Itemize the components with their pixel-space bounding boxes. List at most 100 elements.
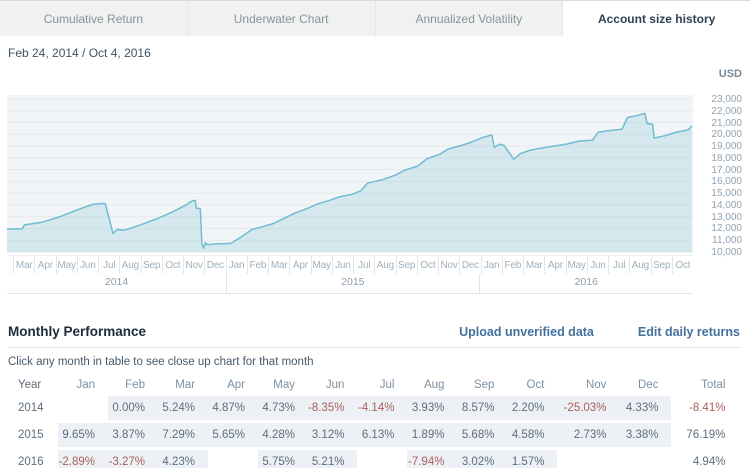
x-axis-month-label: Apr: [34, 256, 55, 274]
tab-account-size-history[interactable]: Account size history: [563, 1, 750, 36]
x-axis-month-label: Jun: [587, 256, 608, 274]
chart-plot-area: [7, 95, 693, 255]
monthly-return-cell-2014-jul[interactable]: -4.14%: [357, 396, 407, 420]
monthly-return-cell-2016-sep[interactable]: 3.02%: [457, 450, 507, 468]
monthly-return-cell-2016-apr: [208, 450, 258, 468]
tab-cumulative-return[interactable]: Cumulative Return: [0, 1, 188, 36]
x-axis-month-label: Dec: [204, 256, 225, 274]
y-tick-label: 12,000: [711, 223, 742, 234]
y-tick-label: 16,000: [711, 176, 742, 187]
year-cell: 2015: [8, 423, 58, 447]
y-tick-label: 20,000: [711, 129, 742, 140]
account-size-history-page: Cumulative Return Underwater Chart Annua…: [0, 0, 750, 468]
monthly-return-cell-2015-oct[interactable]: 4.58%: [507, 423, 557, 447]
column-header-sep: Sep: [457, 377, 507, 393]
monthly-return-cell-2015-aug[interactable]: 1.89%: [407, 423, 457, 447]
section-title: Monthly Performance: [8, 324, 459, 339]
tab-annualized-volatility[interactable]: Annualized Volatility: [376, 1, 564, 36]
monthly-return-cell-2014-apr[interactable]: 4.87%: [208, 396, 258, 420]
account-size-area-chart: [7, 95, 693, 255]
monthly-return-cell-2015-mar[interactable]: 7.29%: [158, 423, 208, 447]
monthly-return-cell-2015-sep[interactable]: 5.68%: [457, 423, 507, 447]
monthly-return-cell-2014-oct[interactable]: 2.20%: [507, 396, 557, 420]
monthly-return-cell-2016-jun[interactable]: 5.21%: [308, 450, 357, 468]
x-axis-month-label: Feb: [502, 256, 523, 274]
monthly-return-cell-2015-nov[interactable]: 2.73%: [557, 423, 619, 447]
monthly-return-cell-2016-dec: [619, 450, 671, 468]
monthly-return-cell-2016-nov: [557, 450, 619, 468]
year-cell: 2014: [8, 396, 58, 420]
y-tick-label: 15,000: [711, 188, 742, 199]
total-cell-2015: 76.19%: [671, 423, 731, 447]
monthly-return-cell-2014-nov[interactable]: -25.03%: [557, 396, 619, 420]
x-axis-month-row: MarAprMayJunJulAugSepOctNovDecJanFebMarA…: [7, 255, 693, 274]
table-row-2016: 2016-2.89%-3.27%4.23%5.75%5.21%-7.94%3.0…: [8, 450, 731, 468]
monthly-return-cell-2014-jun[interactable]: -8.35%: [308, 396, 357, 420]
column-header-nov: Nov: [557, 377, 619, 393]
x-axis-month-label: Jan: [226, 256, 247, 274]
tab-label: Cumulative Return: [44, 12, 143, 26]
column-header-jan: Jan: [58, 377, 108, 393]
date-range: Feb 24, 2014 / Oct 4, 2016: [8, 46, 750, 60]
x-axis-month-label: Nov: [438, 256, 459, 274]
monthly-return-cell-2015-may[interactable]: 4.28%: [258, 423, 308, 447]
table-row-2015: 20159.65%3.87%7.29%5.65%4.28%3.12%6.13%1…: [8, 423, 731, 447]
total-cell-2016: 4.94%: [671, 450, 731, 468]
x-axis-year-label: 2015: [226, 274, 478, 293]
monthly-return-cell-2015-jul[interactable]: 6.13%: [357, 423, 407, 447]
tab-underwater-chart[interactable]: Underwater Chart: [188, 1, 376, 36]
table-header-row: YearJanFebMarAprMayJunJulAugSepOctNovDec…: [8, 377, 731, 393]
monthly-return-cell-2015-jan[interactable]: 9.65%: [58, 423, 108, 447]
monthly-return-cell-2016-mar[interactable]: 4.23%: [158, 450, 208, 468]
monthly-return-cell-2014-sep[interactable]: 8.57%: [457, 396, 507, 420]
column-header-dec: Dec: [619, 377, 671, 393]
monthly-return-cell-2015-jun[interactable]: 3.12%: [308, 423, 357, 447]
monthly-return-cell-2015-apr[interactable]: 5.65%: [208, 423, 258, 447]
monthly-return-cell-2016-aug[interactable]: -7.94%: [407, 450, 457, 468]
x-axis-month-label: Aug: [629, 256, 650, 274]
x-axis-month-label: Oct: [417, 256, 438, 274]
monthly-return-cell-2014-dec[interactable]: 4.33%: [619, 396, 671, 420]
x-axis-month-label: Feb: [247, 256, 268, 274]
monthly-return-cell-2015-feb[interactable]: 3.87%: [108, 423, 158, 447]
x-axis-month-label: Sep: [396, 256, 417, 274]
monthly-return-cell-2014-jan: [58, 396, 108, 420]
x-axis-month-label: Oct: [162, 256, 183, 274]
y-tick-label: 13,000: [711, 212, 742, 223]
y-axis-labels: 23,00022,00021,00020,00019,00018,00017,0…: [692, 95, 744, 255]
account-size-chart: USD 23,00022,00021,00020,00019,00018,000…: [0, 62, 750, 296]
monthly-return-cell-2014-mar[interactable]: 5.24%: [158, 396, 208, 420]
monthly-return-cell-2014-aug[interactable]: 3.93%: [407, 396, 457, 420]
monthly-return-cell-2016-may[interactable]: 5.75%: [258, 450, 308, 468]
x-axis-month-label: Oct: [672, 256, 693, 274]
x-axis-month-label: Jan: [481, 256, 502, 274]
monthly-return-cell-2014-may[interactable]: 4.73%: [258, 396, 308, 420]
table-hint-text: Click any month in table to see close up…: [8, 356, 750, 368]
x-axis-month-label: Nov: [183, 256, 204, 274]
x-axis-month-label: May: [566, 256, 587, 274]
x-axis-month-label: Jun: [332, 256, 353, 274]
monthly-return-cell-2016-feb[interactable]: -3.27%: [108, 450, 158, 468]
column-header-year: Year: [8, 377, 58, 393]
total-cell-2014: -8.41%: [671, 396, 731, 420]
monthly-return-cell-2014-feb[interactable]: 0.00%: [108, 396, 158, 420]
x-axis-month-label: Mar: [268, 256, 289, 274]
column-header-feb: Feb: [108, 377, 158, 393]
y-tick-label: 14,000: [711, 200, 742, 211]
x-axis-year-label: 2016: [479, 274, 693, 293]
column-header-may: May: [258, 377, 308, 393]
monthly-return-cell-2015-dec[interactable]: 3.38%: [619, 423, 671, 447]
x-axis-year-label: 2014: [7, 274, 226, 293]
upload-unverified-data-link[interactable]: Upload unverified data: [459, 325, 594, 339]
y-tick-label: 11,000: [712, 235, 742, 246]
monthly-return-cell-2016-jan[interactable]: -2.89%: [58, 450, 108, 468]
column-header-aug: Aug: [407, 377, 457, 393]
x-axis-month-label: Sep: [651, 256, 672, 274]
x-axis-month-label: Mar: [523, 256, 544, 274]
edit-daily-returns-link[interactable]: Edit daily returns: [638, 325, 740, 339]
chart-tab-bar: Cumulative Return Underwater Chart Annua…: [0, 0, 750, 36]
x-axis-month-label: Apr: [289, 256, 310, 274]
y-tick-label: 10,000: [711, 247, 742, 258]
y-tick-label: 21,000: [711, 118, 742, 129]
monthly-return-cell-2016-oct[interactable]: 1.57%: [507, 450, 557, 468]
